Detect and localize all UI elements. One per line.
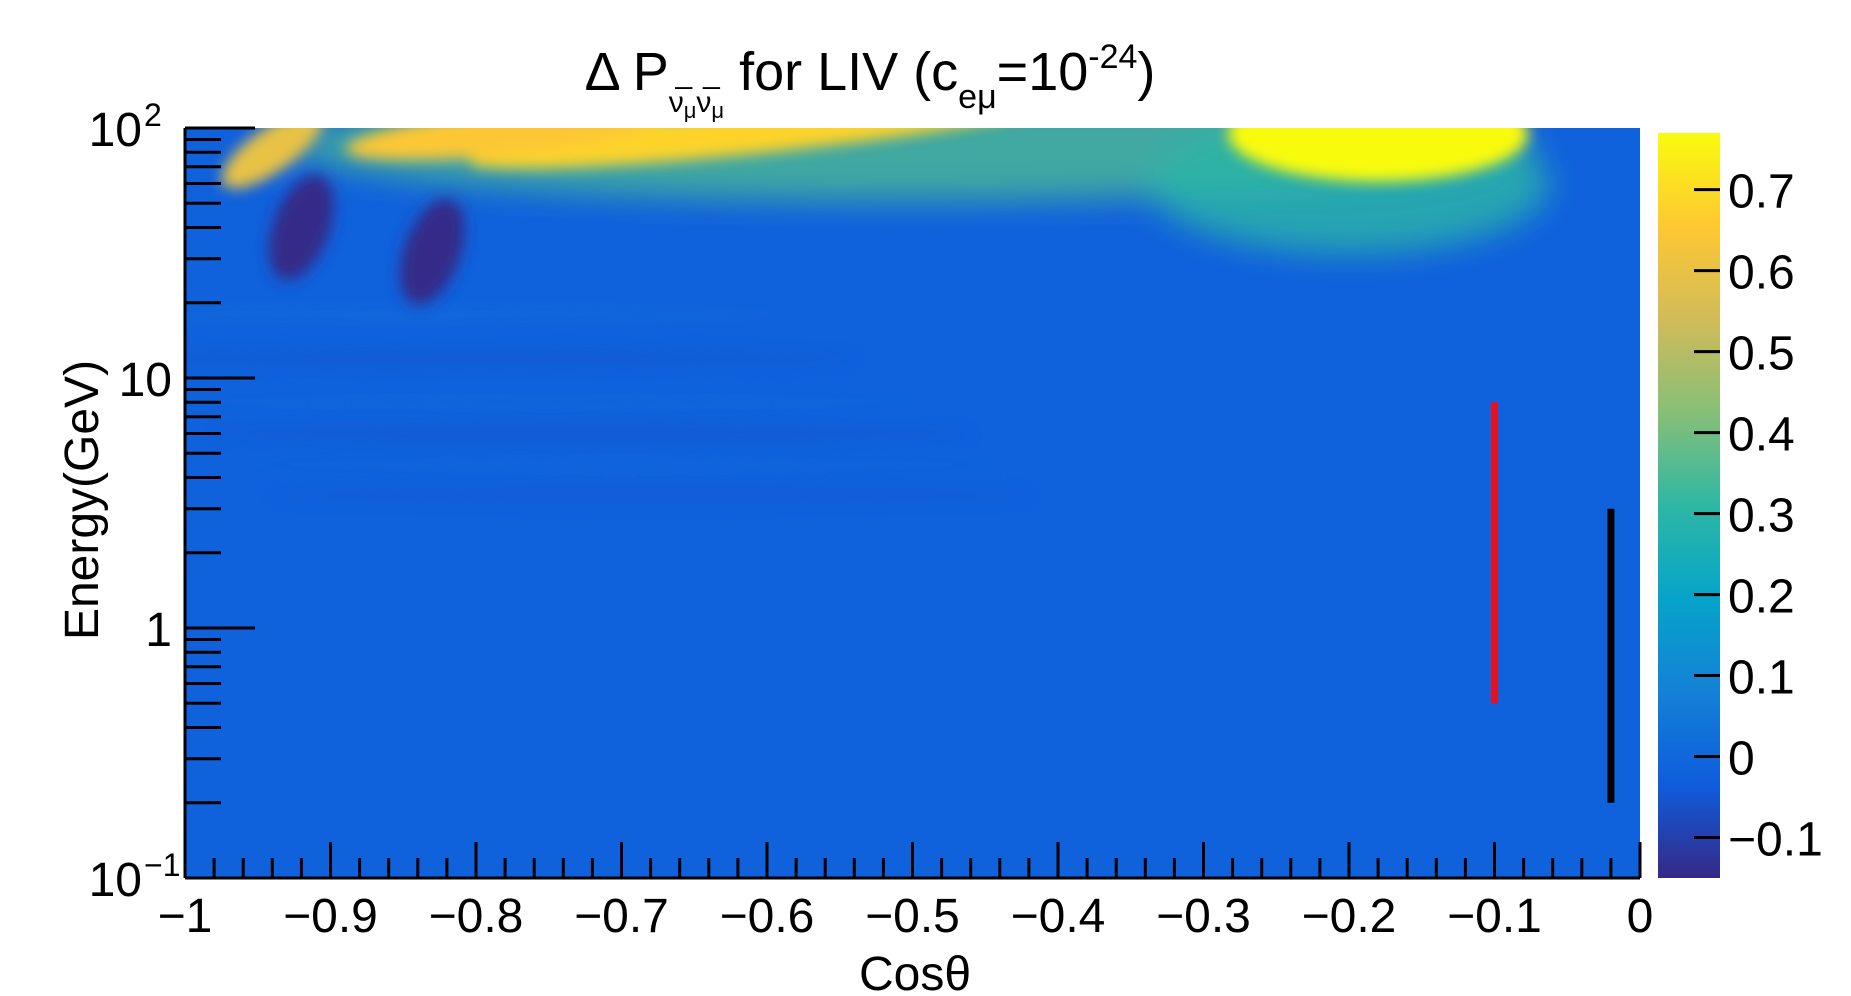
title-middle: for LIV (c (724, 42, 958, 102)
colorbar-tick-label: 0.2 (1728, 571, 1795, 624)
heatmap-dip (400, 199, 465, 305)
x-tick-label: 0 (1627, 890, 1654, 943)
colorbar-tick-label: −0.1 (1728, 814, 1823, 867)
heatmap-peak (221, 128, 324, 189)
heatmap-stripe (185, 349, 856, 368)
heatmap-stripe (185, 393, 929, 412)
colorbar-tick-label: 0.1 (1728, 652, 1795, 705)
title-sub-mu-2: μ (711, 98, 724, 123)
title-sub-emu: eμ (958, 78, 997, 116)
heatmap-stripe (270, 486, 1031, 505)
x-tick-label: −1 (158, 890, 213, 943)
x-tick-label: −0.7 (574, 890, 669, 943)
x-tick-label: −0.6 (720, 890, 815, 943)
x-tick-label: −0.4 (1011, 890, 1106, 943)
plot-axes (183, 126, 1642, 880)
y-tick-exponent: −1 (144, 847, 180, 883)
heatmap-stripe (185, 305, 784, 324)
x-tick-label: −0.3 (1156, 890, 1251, 943)
colorbar-tick-label: 0.3 (1728, 490, 1795, 543)
x-tick-label: −0.2 (1302, 890, 1397, 943)
y-tick-label: 10 (89, 854, 142, 907)
heatmap-stripe (212, 424, 973, 443)
title-eq: =10 (997, 42, 1089, 102)
x-tick-label: −0.8 (429, 890, 524, 943)
title-suffix: ) (1137, 42, 1155, 102)
x-tick-label: −0.1 (1447, 890, 1542, 943)
title-sub-mu-1: μ (684, 98, 697, 123)
y-tick-exponent: 2 (144, 97, 162, 133)
heatmap-surface (185, 128, 1640, 878)
colorbar-tick-label: 0.5 (1728, 328, 1795, 381)
chart-title: Δ Pν̅μν̅μ for LIV (ceμ=10-24) (585, 38, 1156, 123)
y-tick-label: 10 (119, 354, 172, 407)
y-axis-label: Energy(GeV) (56, 360, 109, 640)
colorbar-tick-label: 0.6 (1728, 247, 1795, 300)
marker-lines (1491, 402, 1615, 803)
heatmap-peak (1228, 128, 1529, 182)
x-tick-label: −0.5 (865, 890, 960, 943)
title-sup: -24 (1088, 38, 1137, 76)
x-tick-labels: −1 −0.9 −0.8 −0.7 −0.6 −0.5 −0.4 −0.3 −0.2 −0.1 0 (158, 890, 1654, 943)
heatmap-band (345, 128, 665, 160)
colorbar (1658, 133, 1720, 878)
colorbar-ticks: −0.1 0 0.1 0.2 0.3 0.4 0.5 0.6 0.7 (1694, 166, 1823, 867)
colorbar-tick-label: 0.7 (1728, 166, 1795, 219)
x-tick-label: −0.9 (283, 890, 378, 943)
x-axis-label: Cosθ (859, 948, 971, 996)
heatmap-dip (269, 174, 334, 281)
heatmap-stripe (241, 455, 1002, 474)
title-prefix: Δ P (585, 42, 669, 102)
y-tick-label: 1 (145, 604, 172, 657)
y-tick-label: 10 (89, 104, 142, 157)
colorbar-tick-label: 0.4 (1728, 409, 1795, 462)
colorbar-tick-label: 0 (1728, 733, 1755, 786)
heatmap-band (468, 128, 1066, 169)
